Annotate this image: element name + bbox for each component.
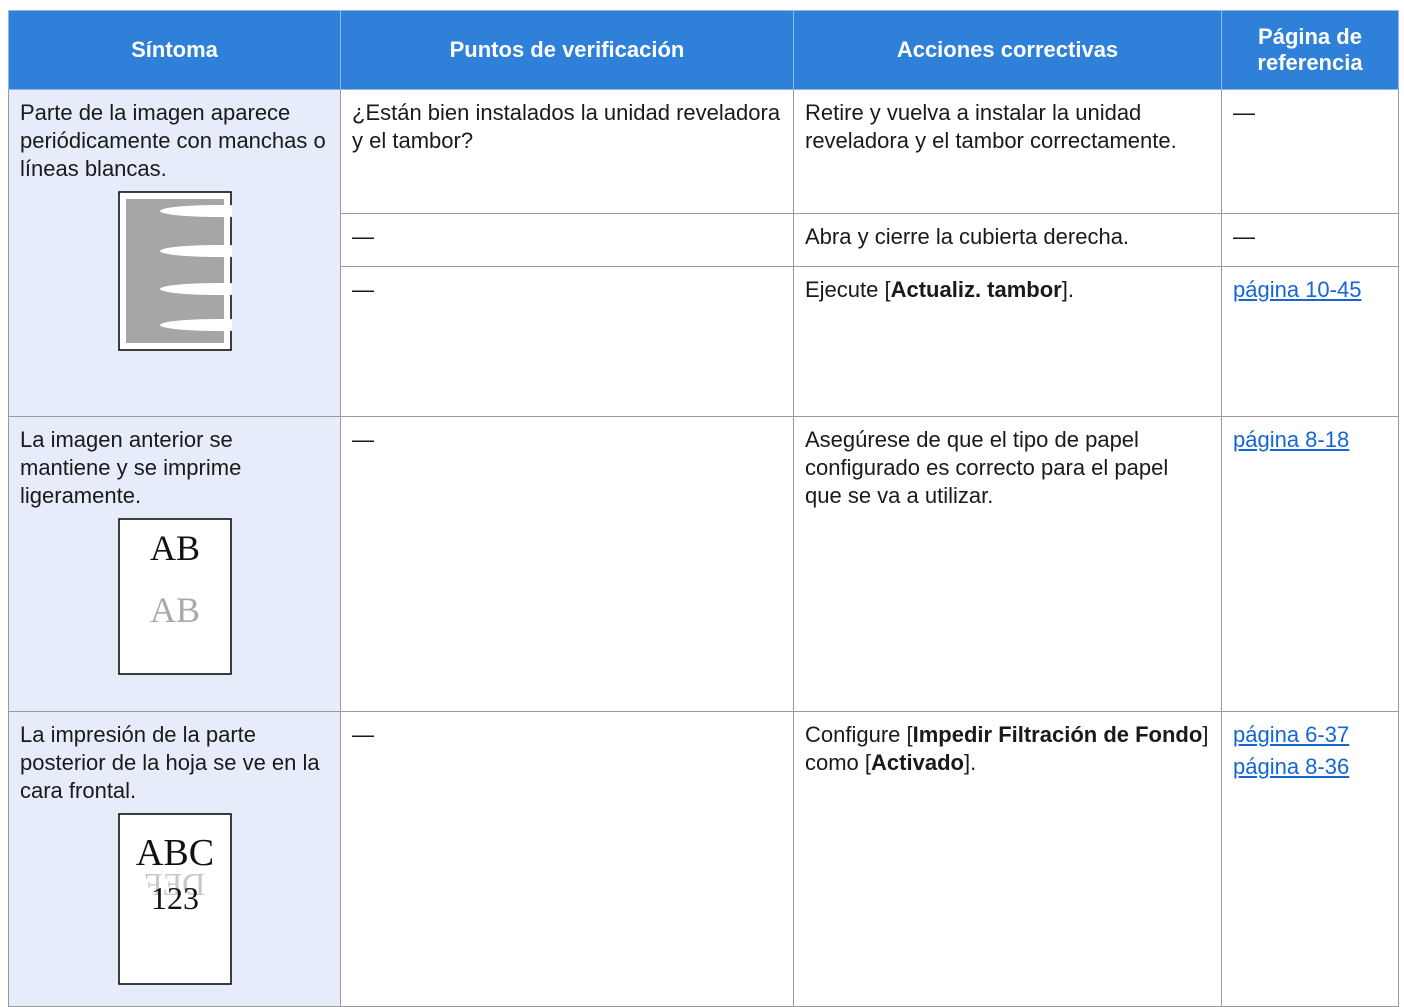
symptom-cell: Parte de la imagen aparece periódicament… bbox=[8, 89, 341, 417]
white-streak bbox=[159, 283, 232, 295]
reference-cell: — bbox=[1221, 89, 1399, 214]
bleed-text: DEF bbox=[144, 866, 204, 902]
action-cell: Abra y cierre la cubierta derecha. bbox=[793, 213, 1222, 267]
symptom-text: Parte de la imagen aparece periódicament… bbox=[20, 100, 326, 181]
troubleshooting-table: Síntoma Puntos de verificación Acciones co… bbox=[8, 10, 1399, 1007]
action-text: Asegúrese de que el tipo de papel config… bbox=[805, 426, 1210, 510]
check-text: — bbox=[352, 722, 374, 747]
check-cell: — bbox=[340, 213, 794, 267]
reference-cell: página 6-37 página 8-36 bbox=[1221, 711, 1399, 1007]
check-cell: — bbox=[340, 711, 794, 1007]
reference-cell: — bbox=[1221, 213, 1399, 267]
paper bbox=[117, 813, 232, 985]
column-header: Puntos de verificación bbox=[340, 10, 794, 90]
check-text: — bbox=[352, 427, 374, 452]
text: Retire y vuelva a instalar la unidad rev… bbox=[805, 100, 1177, 153]
action-text: Retire y vuelva a instalar la unidad rev… bbox=[805, 99, 1210, 155]
sample-text: 123 bbox=[151, 880, 199, 916]
page-link[interactable]: página 10-45 bbox=[1233, 277, 1362, 302]
table-row: La imagen anterior se mantiene y se impr… bbox=[8, 416, 1399, 712]
action-cell: Retire y vuelva a instalar la unidad rev… bbox=[793, 89, 1222, 214]
action-text: Configure [Impedir Filtración de Fondo] … bbox=[805, 721, 1210, 777]
ghost-text: AB bbox=[149, 590, 199, 630]
table-row: La impresión de la parte posterior de la… bbox=[8, 711, 1399, 1007]
text: Asegúrese de que el tipo de papel config… bbox=[805, 427, 1169, 508]
page-link[interactable]: página 8-36 bbox=[1233, 754, 1350, 779]
gray-area bbox=[125, 199, 224, 343]
check-text: ¿Están bien instalados la unidad revelad… bbox=[352, 100, 781, 153]
page-link[interactable]: página 6-37 bbox=[1233, 722, 1350, 747]
table-row: — Abra y cierre la cubierta derecha. — bbox=[9, 213, 1399, 267]
reference-cell: página 10-45 bbox=[1221, 266, 1399, 417]
table-row: Parte de la imagen aparece periódicament… bbox=[8, 89, 1399, 417]
column-header: Síntoma bbox=[8, 10, 341, 90]
text: Abra y cierre la cubierta derecha. bbox=[805, 224, 1130, 249]
text: Configure [ bbox=[805, 722, 913, 747]
bold-text: Actualiz. tambor bbox=[890, 277, 1062, 302]
check-cell: ¿Están bien instalados la unidad revelad… bbox=[340, 89, 794, 214]
symptom-text: La imagen anterior se mantiene y se impr… bbox=[20, 427, 242, 508]
reference-text: — bbox=[1233, 224, 1255, 249]
page-link[interactable]: página 8-18 bbox=[1233, 427, 1350, 452]
symptom-cell: La imagen anterior se mantiene y se impr… bbox=[8, 416, 341, 712]
text: ]. bbox=[963, 750, 977, 775]
illustration bbox=[117, 191, 232, 351]
bold-text: Activado bbox=[871, 750, 964, 775]
reference-text: — bbox=[1233, 100, 1255, 125]
white-streak bbox=[159, 205, 232, 217]
white-streak bbox=[159, 245, 232, 257]
check-cell: — bbox=[340, 266, 794, 417]
white-streak bbox=[159, 319, 232, 331]
symptom-text: La impresión de la parte posterior de la… bbox=[20, 722, 320, 803]
symptom-cell: La impresión de la parte posterior de la… bbox=[8, 711, 341, 1007]
action-cell: Ejecute [Actualiz. tambor]. bbox=[793, 266, 1222, 417]
text: ] como [ bbox=[805, 722, 1209, 775]
table-row: — Ejecute [Actualiz. tambor]. página 10-45 bbox=[9, 266, 1399, 417]
illustration: AB AB bbox=[117, 518, 232, 675]
action-text: Abra y cierre la cubierta derecha. bbox=[805, 223, 1210, 251]
column-header: Página de referencia bbox=[1221, 10, 1399, 90]
check-text: — bbox=[352, 277, 374, 302]
action-cell: Asegúrese de que el tipo de papel config… bbox=[793, 416, 1222, 712]
header-row: Síntoma Puntos de verificación Acciones co… bbox=[8, 10, 1399, 90]
action-text: Ejecute [Actualiz. tambor]. bbox=[805, 276, 1210, 304]
reference-cell: página 8-18 bbox=[1221, 416, 1399, 712]
check-text: — bbox=[352, 224, 374, 249]
action-cell: Configure [Impedir Filtración de Fondo] … bbox=[793, 711, 1222, 1007]
text: Ejecute [ bbox=[805, 277, 891, 302]
text: ]. bbox=[1061, 277, 1074, 302]
sample-text: AB bbox=[149, 528, 199, 568]
paper bbox=[117, 518, 232, 675]
bold-text: Impedir Filtración de Fondo bbox=[912, 722, 1203, 747]
check-cell: — bbox=[340, 416, 794, 712]
sample-text: ABC bbox=[135, 832, 213, 874]
column-header: Acciones correctivas bbox=[793, 10, 1222, 90]
